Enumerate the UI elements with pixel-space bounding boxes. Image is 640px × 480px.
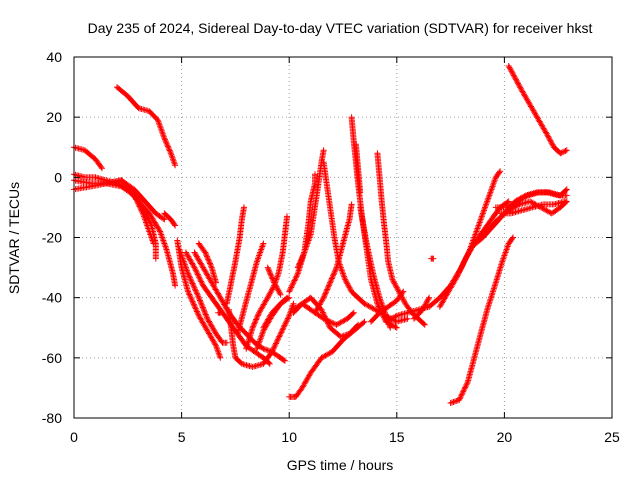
series-marks (225, 300, 297, 370)
series-marks (243, 213, 290, 352)
x-axis-ticks: 0 5 10 15 20 25 (70, 57, 620, 445)
x-tick-label: 0 (70, 429, 78, 445)
x-axis-label: GPS time / hours (287, 457, 394, 473)
series-marks (264, 264, 284, 298)
series-s35 (428, 255, 437, 262)
y-tick-label: -20 (42, 230, 62, 246)
series-s6 (103, 177, 168, 223)
series-s5 (114, 84, 179, 169)
series-marks (114, 84, 179, 169)
series-s41 (492, 186, 570, 211)
series-marks (428, 255, 437, 262)
series-marks (176, 246, 230, 346)
series-s20 (264, 264, 284, 298)
y-tick-label: -60 (42, 350, 62, 366)
series-marks (368, 288, 407, 325)
series-marks (447, 234, 516, 406)
series-s12 (195, 240, 219, 286)
series-marks (161, 210, 179, 229)
series-s30 (357, 204, 394, 331)
y-tick-label: -80 (42, 410, 62, 426)
series-s43 (505, 63, 570, 157)
series-marks (312, 201, 355, 316)
series-marks (497, 198, 568, 217)
chart-title: Day 235 of 2024, Sidereal Day-to-day VTE… (88, 20, 593, 36)
y-axis-ticks: -80 -60 -40 -20 0 20 40 (42, 49, 612, 426)
series-marks (223, 204, 247, 307)
series-s9 (176, 246, 230, 346)
x-tick-label: 5 (178, 429, 186, 445)
x-tick-label: 15 (389, 429, 405, 445)
y-tick-label: 20 (46, 109, 62, 125)
series-marks (505, 63, 570, 157)
series-s14 (225, 300, 297, 370)
series-marks (357, 204, 394, 331)
y-tick-label: 0 (54, 169, 62, 185)
series-marks (352, 141, 364, 196)
series-s32 (368, 288, 407, 325)
series-s29 (352, 141, 364, 196)
series-s27 (312, 201, 355, 316)
series-s19 (260, 294, 290, 331)
series-s38 (447, 234, 516, 406)
x-tick-label: 10 (281, 429, 297, 445)
series-marks (195, 240, 219, 286)
x-tick-label: 25 (604, 429, 620, 445)
y-axis-label: SDTVAR / TECUs (6, 182, 22, 294)
series-marks (260, 294, 290, 331)
series-marks (234, 240, 267, 337)
series-marks (492, 186, 570, 211)
series-s42 (497, 198, 568, 217)
y-tick-label: -40 (42, 290, 62, 306)
x-tick-label: 20 (497, 429, 513, 445)
series-s7 (161, 210, 179, 229)
series-s17 (243, 213, 290, 352)
series-marks (411, 294, 433, 322)
series-marks (215, 309, 224, 316)
y-tick-label: 40 (46, 49, 62, 65)
data-points (71, 63, 570, 406)
series-marks (103, 177, 168, 223)
series-s16 (234, 240, 267, 337)
series-s34 (411, 294, 433, 322)
series-s13 (215, 309, 224, 316)
series-s15 (223, 204, 247, 307)
